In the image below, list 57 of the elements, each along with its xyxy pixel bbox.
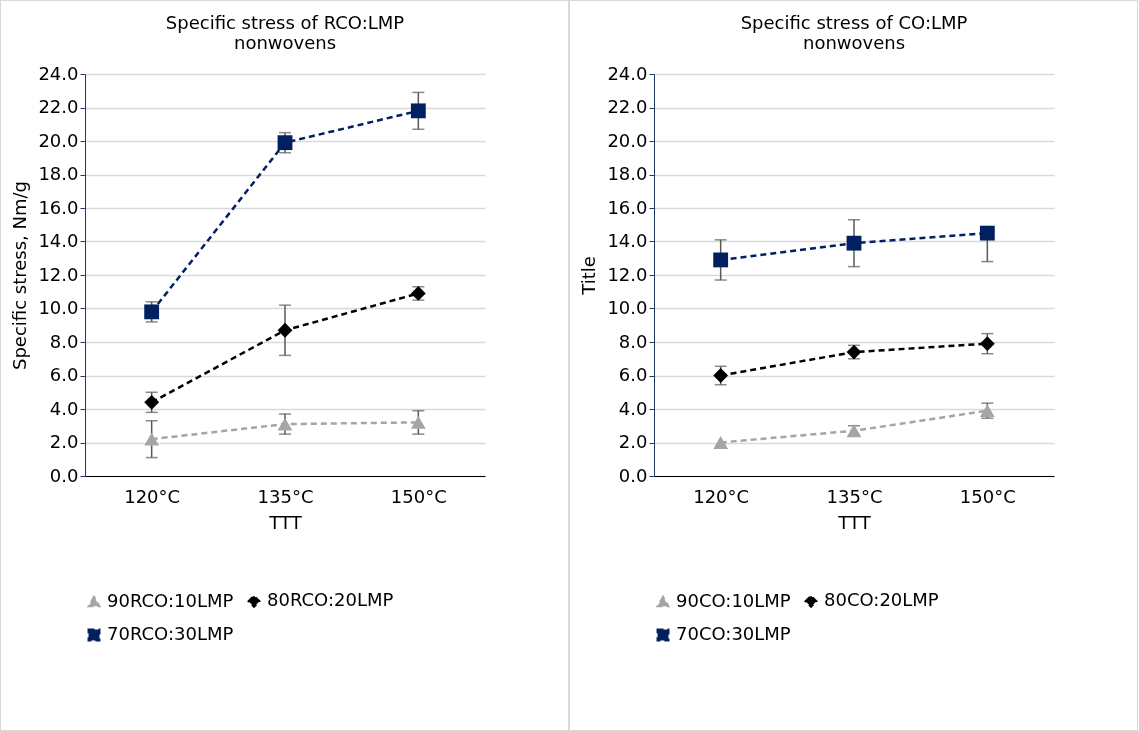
x-tick-label: 135°C [257,485,314,507]
legend-label: 70CO:30LMP [676,623,791,644]
y-tick-label: 10.0 [38,297,79,318]
y-tick-label: 20.0 [38,129,79,151]
y-tick-label: 2.0 [49,431,79,452]
x-tick-label: 120°C [124,485,181,507]
y-axis-title: Specific stress, Nm/g [9,181,31,370]
chart-title: Specific stress of CO:LMP nonwovens [740,12,968,53]
y-tick-label: 8.0 [49,330,79,352]
legend-label: 70RCO:30LMP [107,623,234,644]
y-tick-label: 24.0 [38,62,79,84]
x-axis-title: TTT [837,511,872,533]
point [144,432,160,446]
y-tick-label: 14.0 [607,230,648,251]
y-tick-label: 4.0 [618,397,648,419]
x-tick-label: 150°C [390,485,447,507]
point [846,424,862,438]
y-tick-label: 6.0 [49,364,79,385]
x-axis-title: TTT [268,511,303,533]
y-tick-label: 22.0 [607,96,648,117]
y-tick-label: 6.0 [618,364,648,385]
y-tick-label: 16.0 [607,196,648,218]
y-tick-label: 14.0 [38,230,79,251]
point [713,436,729,449]
y-tick-label: 16.0 [38,196,79,218]
y-tick-label: 8.0 [618,330,648,352]
point [979,225,995,241]
point [277,417,293,431]
point [410,415,426,429]
point [846,235,862,251]
y-axis-title: Title [578,256,600,296]
y-tick-label: 18.0 [607,163,648,184]
y-tick-label: 24.0 [607,62,648,84]
y-tick-label: 2.0 [618,431,648,452]
y-tick-label: 12.0 [607,263,648,285]
point [979,336,995,352]
x-tick-label: 150°C [959,485,1016,507]
legend-label: 90RCO:10LMP [107,589,234,611]
y-tick-label: 12.0 [38,263,79,285]
point [277,135,293,151]
y-tick-label: 20.0 [607,129,648,151]
y-tick-label: 0.0 [618,464,648,486]
y-tick-label: 10.0 [607,297,648,318]
y-tick-label: 22.0 [38,96,79,117]
point [144,394,160,410]
point [410,103,426,119]
y-tick-label: 4.0 [49,397,79,419]
point [713,252,729,268]
point [277,322,293,338]
y-tick-label: 18.0 [38,163,79,184]
y-tick-label: 0.0 [49,464,79,486]
x-tick-label: 120°C [693,485,750,507]
chart-title: Specific stress of RCO:LMP nonwovens [165,12,405,53]
x-tick-label: 135°C [826,485,883,507]
legend-label: 80RCO:20LMP [267,589,394,611]
legend-label: 80CO:20LMP [824,589,939,611]
legend-label: 90CO:10LMP [676,589,791,611]
